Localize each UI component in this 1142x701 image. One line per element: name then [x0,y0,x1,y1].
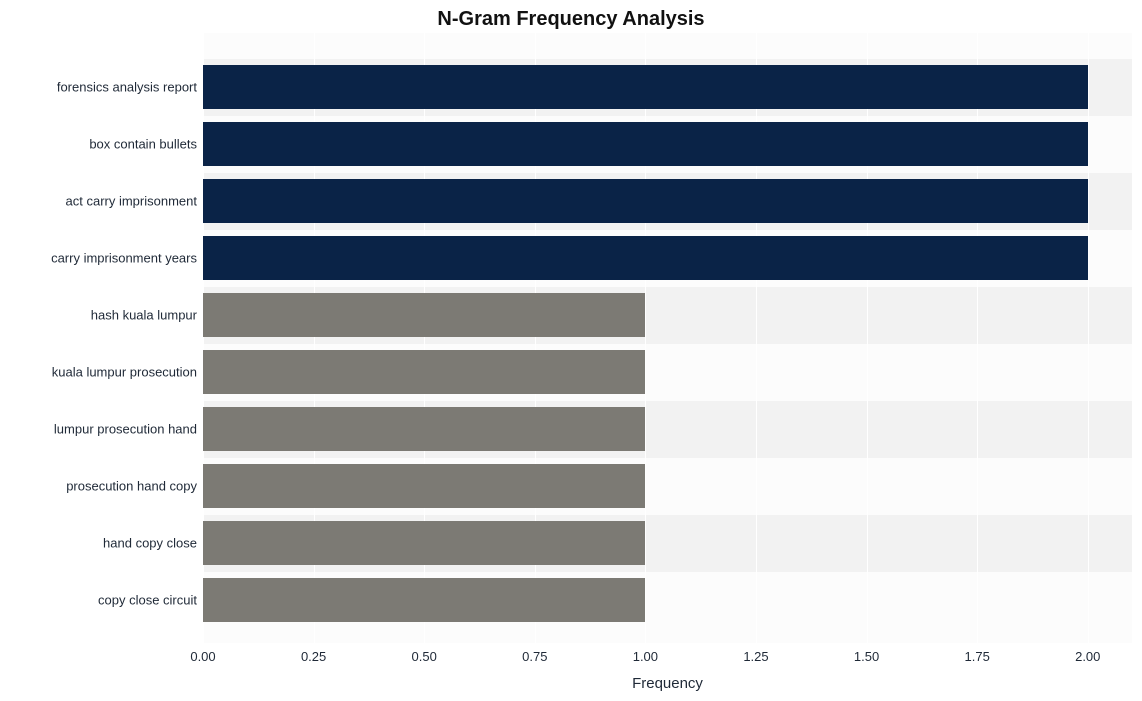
y-tick-label: forensics analysis report [57,80,197,95]
bar [203,293,645,337]
chart-title: N-Gram Frequency Analysis [0,8,1142,31]
y-tick-label: box contain bullets [89,137,197,152]
x-tick-label: 1.75 [965,649,990,664]
bar [203,122,1088,166]
x-tick-label: 0.50 [412,649,437,664]
y-tick-label: hash kuala lumpur [91,308,197,323]
bar [203,179,1088,223]
x-tick-label: 0.25 [301,649,326,664]
x-tick-label: 1.50 [854,649,879,664]
bar [203,464,645,508]
y-tick-label: act carry imprisonment [66,194,197,209]
ngram-frequency-chart: N-Gram Frequency Analysis forensics anal… [0,0,1142,701]
x-tick-label: 1.25 [743,649,768,664]
vgrid-line [1088,33,1089,643]
bar [203,236,1088,280]
x-tick-label: 0.00 [190,649,215,664]
bar [203,65,1088,109]
x-tick-label: 2.00 [1075,649,1100,664]
y-tick-label: hand copy close [103,536,197,551]
y-tick-label: kuala lumpur prosecution [52,365,197,380]
y-tick-label: lumpur prosecution hand [54,422,197,437]
bar [203,350,645,394]
y-tick-label: carry imprisonment years [51,251,197,266]
bar [203,521,645,565]
bar [203,407,645,451]
x-axis-label: Frequency [203,675,1132,692]
plot-area: forensics analysis reportbox contain bul… [203,33,1132,643]
x-tick-label: 1.00 [633,649,658,664]
y-tick-label: prosecution hand copy [66,479,197,494]
bar [203,578,645,622]
x-tick-label: 0.75 [522,649,547,664]
y-tick-label: copy close circuit [98,593,197,608]
